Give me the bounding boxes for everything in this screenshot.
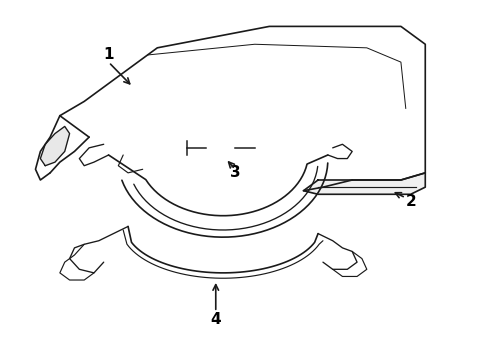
Polygon shape <box>60 26 425 180</box>
Text: 4: 4 <box>210 312 221 327</box>
Text: 1: 1 <box>103 48 114 63</box>
Text: 2: 2 <box>405 194 416 209</box>
Polygon shape <box>40 126 70 166</box>
Text: 3: 3 <box>230 165 241 180</box>
Polygon shape <box>303 173 425 194</box>
